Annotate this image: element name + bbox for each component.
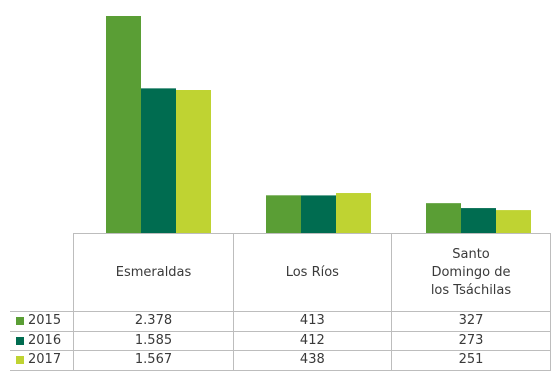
data-label: 1.567 bbox=[73, 350, 234, 371]
data-label: 1.585 bbox=[73, 330, 234, 351]
data-label: 438 bbox=[232, 350, 393, 371]
category-label-1: Los Ríos bbox=[232, 233, 393, 312]
data-label: 251 bbox=[391, 350, 551, 371]
legend-label: 2017 bbox=[28, 352, 62, 367]
category-label-0: Esmeraldas bbox=[73, 233, 234, 312]
category-label-2: Santo Domingo de los Tsáchilas bbox=[391, 233, 551, 312]
bar-2015-2 bbox=[426, 203, 461, 233]
table-row: 2016 1.585 412 273 bbox=[10, 330, 551, 351]
data-table: Esmeraldas Los Ríos Santo Domingo de los T… bbox=[10, 233, 551, 371]
data-label: 2.378 bbox=[73, 311, 234, 332]
bar-2016-2 bbox=[461, 208, 496, 233]
bar-2015-1 bbox=[266, 195, 301, 233]
legend-entry-2016: 2016 bbox=[10, 330, 75, 351]
bar-2016-1 bbox=[301, 195, 336, 233]
bar-2015-0 bbox=[106, 16, 141, 233]
data-label: 413 bbox=[232, 311, 393, 332]
bar-2017-2 bbox=[496, 210, 531, 233]
legend-entry-2017: 2017 bbox=[10, 350, 75, 371]
bar-2016-0 bbox=[141, 88, 176, 233]
bar-2017-1 bbox=[336, 193, 371, 233]
table-header-row: Esmeraldas Los Ríos Santo Domingo de los T… bbox=[10, 233, 551, 312]
legend-swatch-2015 bbox=[16, 317, 24, 325]
data-label: 327 bbox=[391, 311, 551, 332]
table-row: 2017 1.567 438 251 bbox=[10, 350, 551, 371]
legend-swatch-2017 bbox=[16, 356, 24, 364]
table-row: 2015 2.378 413 327 bbox=[10, 311, 551, 332]
chart-bars-area bbox=[106, 16, 531, 233]
legend-swatch-2016 bbox=[16, 336, 24, 345]
table-corner bbox=[10, 233, 75, 312]
data-label: 412 bbox=[232, 330, 393, 351]
legend-entry-2015: 2015 bbox=[10, 311, 75, 332]
legend-label: 2015 bbox=[28, 313, 62, 328]
legend-label: 2016 bbox=[28, 332, 62, 348]
bar-2017-0 bbox=[176, 90, 211, 233]
data-label: 273 bbox=[391, 330, 551, 351]
